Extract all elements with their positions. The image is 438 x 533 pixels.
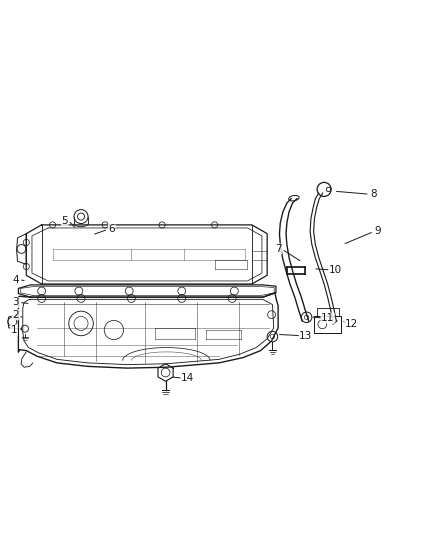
Text: 13: 13: [299, 330, 312, 341]
Text: 3: 3: [12, 297, 19, 308]
Text: 12: 12: [345, 319, 358, 329]
Text: 1: 1: [11, 325, 18, 335]
Text: 8: 8: [370, 189, 377, 199]
Text: 5: 5: [61, 215, 68, 225]
Bar: [317, 308, 339, 316]
Text: 14: 14: [181, 373, 194, 383]
Text: 9: 9: [374, 227, 381, 237]
Text: 11: 11: [321, 313, 334, 323]
Bar: [314, 316, 341, 333]
Text: 2: 2: [12, 310, 19, 320]
Text: 4: 4: [12, 274, 19, 285]
Text: 7: 7: [275, 244, 282, 254]
Text: 6: 6: [108, 224, 115, 235]
Text: 10: 10: [328, 265, 342, 275]
